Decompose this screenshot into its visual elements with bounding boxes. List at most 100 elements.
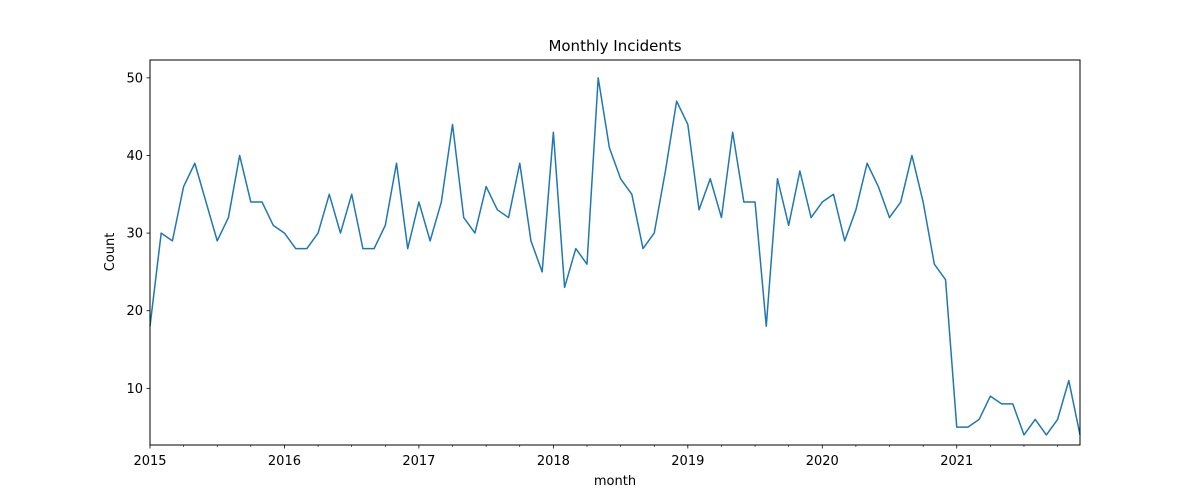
data-point	[170, 239, 174, 243]
data-point	[260, 200, 264, 204]
data-point	[540, 270, 544, 274]
plot-area	[150, 60, 1080, 445]
data-point	[820, 200, 824, 204]
data-point	[193, 161, 197, 165]
data-point	[764, 324, 768, 328]
data-point	[988, 394, 992, 398]
data-point	[585, 262, 589, 266]
data-point	[843, 239, 847, 243]
data-point	[518, 161, 522, 165]
data-point	[238, 153, 242, 157]
data-point	[350, 192, 354, 196]
data-point	[1011, 402, 1015, 406]
data-point	[428, 239, 432, 243]
x-tick-label: 2017	[402, 454, 435, 469]
data-point	[1056, 417, 1060, 421]
x-tick-label: 2018	[537, 454, 570, 469]
x-tick-label: 2019	[671, 454, 704, 469]
data-point	[753, 200, 757, 204]
data-point	[854, 208, 858, 212]
series-line	[149, 77, 1081, 436]
data-point	[305, 247, 309, 251]
data-point	[495, 208, 499, 212]
data-point	[641, 247, 645, 251]
data-point	[159, 231, 163, 235]
data-point	[361, 247, 365, 251]
data-point	[630, 192, 634, 196]
data-point	[316, 231, 320, 235]
data-point	[226, 216, 230, 220]
y-tick-label: 20	[126, 304, 143, 319]
data-point	[451, 122, 455, 126]
data-point	[977, 417, 981, 421]
data-point	[932, 262, 936, 266]
data-point	[596, 76, 600, 80]
data-point	[663, 169, 667, 173]
data-point	[395, 161, 399, 165]
data-point	[809, 216, 813, 220]
data-point	[619, 177, 623, 181]
data-point	[652, 231, 656, 235]
data-point	[406, 247, 410, 251]
data-point	[338, 231, 342, 235]
data-point	[1067, 379, 1071, 383]
series-layer	[149, 76, 1081, 437]
data-point	[607, 146, 611, 150]
data-point	[294, 247, 298, 251]
y-axis: 10 20 30 40 50	[126, 71, 150, 397]
data-point	[742, 200, 746, 204]
data-point	[439, 200, 443, 204]
data-point	[865, 161, 869, 165]
x-tick-label: 2015	[133, 454, 166, 469]
data-point	[899, 200, 903, 204]
data-point	[731, 130, 735, 134]
data-point	[462, 216, 466, 220]
data-point	[417, 200, 421, 204]
data-point	[182, 185, 186, 189]
data-point	[282, 231, 286, 235]
data-point	[551, 130, 555, 134]
data-point	[529, 239, 533, 243]
y-tick-label: 40	[126, 149, 143, 164]
data-point	[775, 177, 779, 181]
data-point	[215, 239, 219, 243]
data-point	[944, 278, 948, 282]
data-point	[507, 216, 511, 220]
x-tick-label: 2021	[940, 454, 973, 469]
data-point	[876, 185, 880, 189]
x-tick-label: 2020	[806, 454, 839, 469]
data-point	[484, 185, 488, 189]
data-point	[831, 192, 835, 196]
data-point	[1044, 433, 1048, 437]
y-tick-label: 30	[126, 227, 143, 242]
data-point	[372, 247, 376, 251]
y-axis-label: Count	[103, 233, 118, 272]
data-point	[1022, 433, 1026, 437]
data-point	[204, 200, 208, 204]
plot-frame	[149, 59, 1081, 446]
chart-title: Monthly Incidents	[548, 37, 681, 55]
data-point	[910, 153, 914, 157]
x-axis: 2015 2016 2017 2018 2019 2020 2021	[133, 445, 1058, 469]
y-tick-label: 50	[126, 71, 143, 86]
data-point	[574, 247, 578, 251]
y-tick-label: 10	[126, 382, 143, 397]
data-point	[955, 425, 959, 429]
x-tick-label: 2016	[268, 454, 301, 469]
data-point	[921, 200, 925, 204]
data-point	[563, 285, 567, 289]
data-point	[719, 216, 723, 220]
data-point	[708, 177, 712, 181]
data-point	[1000, 402, 1004, 406]
data-point	[675, 99, 679, 103]
data-point	[798, 169, 802, 173]
data-point	[888, 216, 892, 220]
data-point	[686, 122, 690, 126]
data-point	[271, 223, 275, 227]
data-point	[473, 231, 477, 235]
data-point	[966, 425, 970, 429]
data-point	[383, 223, 387, 227]
data-point	[327, 192, 331, 196]
data-point	[697, 208, 701, 212]
